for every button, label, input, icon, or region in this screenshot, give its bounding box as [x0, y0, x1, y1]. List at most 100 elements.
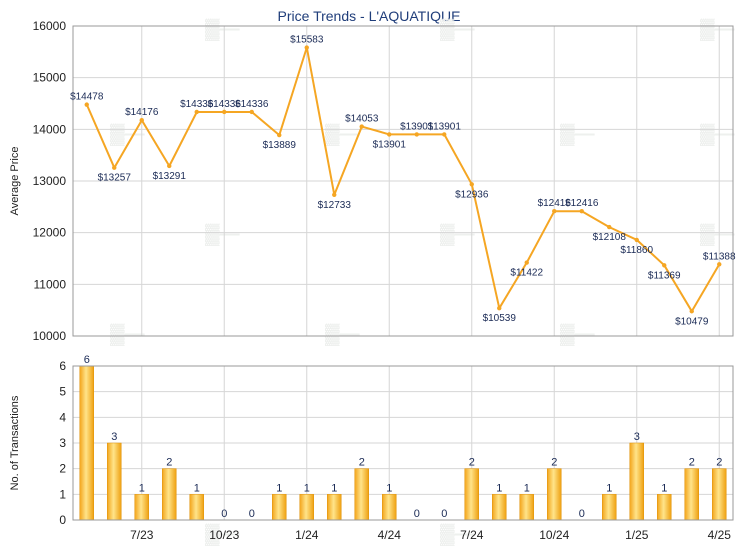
price-point	[497, 305, 502, 311]
watermark: ▓—	[205, 223, 240, 246]
price-point	[607, 224, 612, 230]
price-point	[579, 208, 584, 214]
price-point	[717, 262, 722, 267]
price-label: $14053	[345, 114, 379, 125]
bar-value-label: 1	[606, 482, 612, 494]
watermark: ▓—	[110, 123, 145, 146]
bar-value-label: 0	[579, 508, 585, 520]
price-point	[249, 109, 254, 115]
price-label: $13901	[428, 121, 462, 132]
bar-value-label: 2	[469, 457, 475, 469]
y-tick-label: 1	[59, 487, 66, 501]
x-tick-label: 4/25	[708, 528, 732, 542]
watermark: ▓—	[325, 323, 360, 346]
price-point	[442, 132, 447, 137]
y-tick-label: 15000	[33, 71, 67, 85]
price-label: $10539	[483, 313, 517, 324]
transaction-bar	[79, 365, 94, 521]
y-tick-label: 14000	[33, 122, 67, 136]
y-tick-label: 5	[59, 385, 66, 399]
x-tick-label: 1/24	[295, 528, 319, 542]
y-tick-label: 0	[59, 513, 66, 527]
price-label: $11369	[648, 270, 681, 281]
price-label: $14336	[180, 99, 214, 110]
x-tick-label: 7/24	[460, 528, 484, 542]
price-point	[222, 109, 227, 115]
price-label: $15583	[290, 35, 324, 46]
price-label: $12416	[538, 198, 572, 209]
price-label: $12936	[455, 189, 489, 200]
watermark: ▓—	[700, 18, 735, 41]
transaction-bar	[354, 468, 369, 521]
watermark: ▓—	[440, 18, 475, 41]
bar-value-label: 0	[441, 508, 447, 520]
price-point	[84, 102, 89, 107]
transaction-bar	[189, 494, 204, 521]
transaction-bar	[382, 494, 397, 521]
price-point	[332, 192, 337, 197]
watermark: ▓—	[560, 123, 595, 146]
bar-value-label: 0	[414, 508, 420, 520]
y-tick-label: 11000	[34, 277, 67, 291]
price-label: $14478	[70, 92, 104, 103]
bar-value-label: 1	[304, 482, 310, 494]
bar-value-label: 3	[634, 431, 640, 443]
bar-value-label: 0	[221, 508, 227, 520]
price-label: $13901	[373, 139, 407, 150]
bar-value-label: 1	[276, 482, 282, 494]
y-tick-label: 4	[59, 410, 66, 424]
transaction-bar	[712, 468, 727, 521]
price-label: $11860	[620, 245, 653, 256]
watermark: ▓—	[205, 523, 240, 546]
transaction-bar	[684, 468, 699, 521]
price-point	[552, 208, 557, 214]
price-label: $14176	[125, 107, 159, 118]
y-axis-title: Average Price	[9, 147, 21, 216]
x-tick-label: 4/24	[378, 528, 402, 542]
bar-value-label: 1	[524, 482, 530, 494]
y-axis-title: No. of Transactions	[9, 395, 21, 490]
price-label: $13901	[400, 121, 434, 132]
price-label: $11422	[510, 268, 543, 279]
watermark: ▓—	[205, 18, 240, 41]
bar-value-label: 2	[716, 457, 722, 469]
price-point	[304, 45, 309, 50]
transaction-bar	[299, 494, 314, 521]
price-point	[634, 237, 639, 243]
transaction-bar	[519, 494, 534, 521]
price-point	[414, 132, 419, 137]
bar-value-label: 2	[689, 457, 695, 469]
bar-value-label: 1	[386, 482, 392, 494]
price-series-line	[85, 46, 721, 313]
y-tick-label: 10000	[33, 329, 67, 343]
watermark: ▓—	[440, 523, 475, 546]
watermark: ▓—	[110, 323, 145, 346]
transaction-bar	[602, 494, 617, 521]
transaction-bar	[547, 468, 562, 521]
price-label: $13889	[263, 140, 297, 151]
y-tick-label: 3	[59, 436, 66, 450]
transaction-bar	[272, 494, 287, 521]
bar-value-label: 0	[249, 508, 255, 520]
price-label: $13291	[153, 171, 187, 182]
price-point	[662, 263, 667, 268]
bar-value-label: 1	[139, 482, 145, 494]
price-label: $10479	[675, 316, 709, 327]
transaction-bar	[657, 494, 672, 521]
price-point	[469, 182, 474, 187]
x-tick-label: 10/23	[209, 528, 239, 542]
price-label: $11388	[703, 251, 736, 262]
y-tick-label: 2	[59, 462, 66, 476]
y-tick-label: 13000	[33, 174, 67, 188]
price-point	[139, 118, 144, 123]
chart-title: Price Trends - L'AQUATIQUE	[278, 8, 461, 24]
watermark: ▓—	[560, 323, 595, 346]
watermark: ▓—	[700, 223, 735, 246]
y-tick-label: 16000	[33, 19, 67, 33]
price-label: $12416	[565, 198, 599, 209]
price-point	[167, 163, 172, 169]
bar-value-label: 1	[331, 482, 337, 494]
price-point	[194, 109, 199, 115]
bar-value-label: 3	[111, 431, 117, 443]
price-point	[359, 124, 364, 129]
